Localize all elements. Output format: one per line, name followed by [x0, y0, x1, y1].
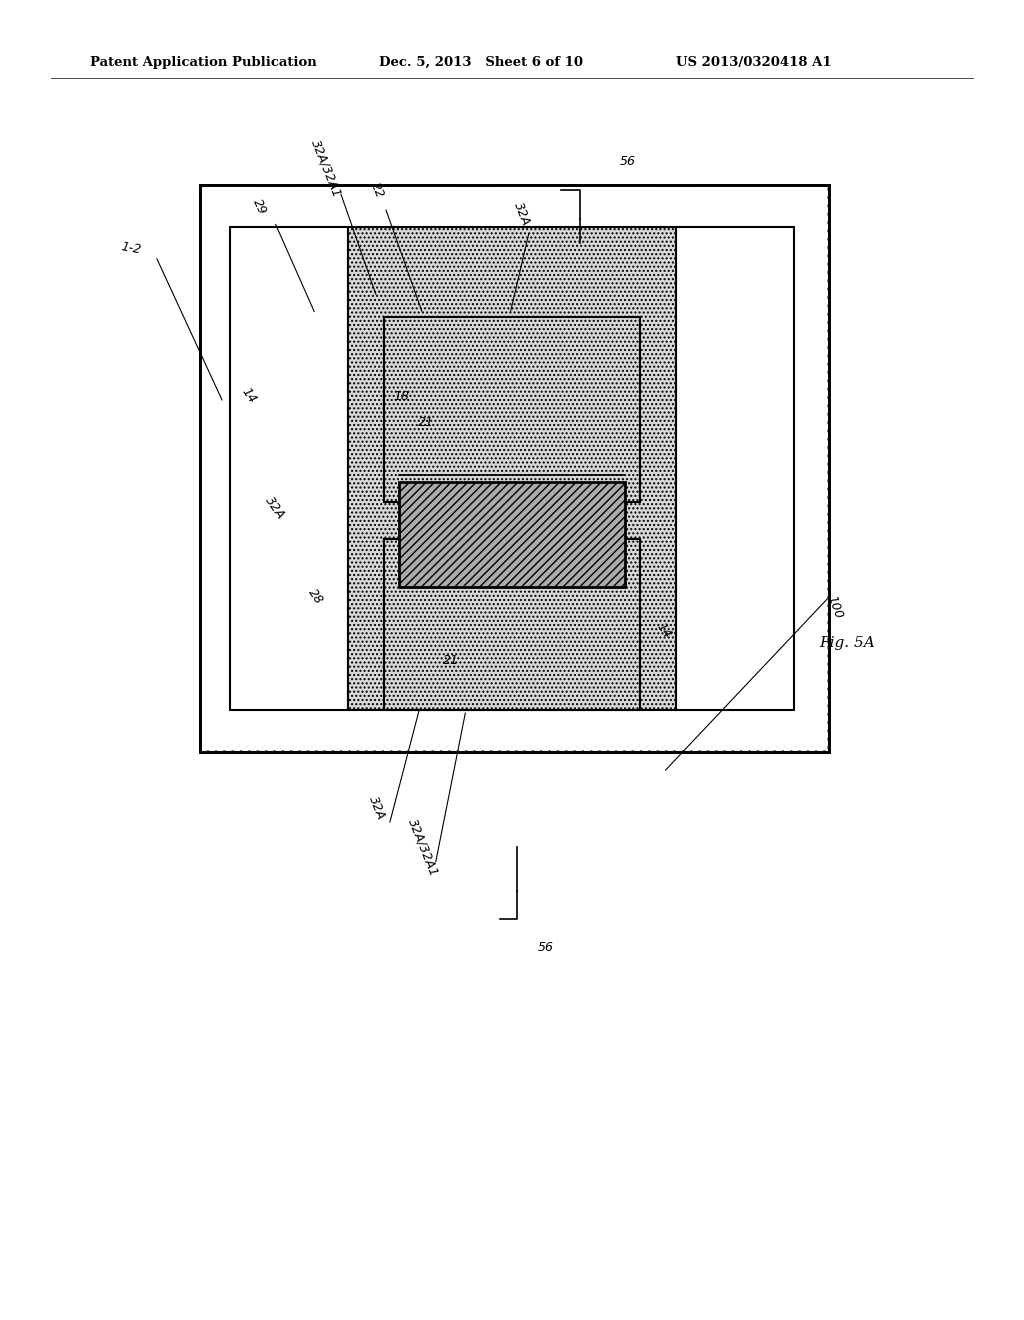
Bar: [399, 482, 625, 587]
Text: US 2013/0320418 A1: US 2013/0320418 A1: [676, 55, 831, 69]
Text: 56: 56: [620, 154, 636, 168]
Text: 32A: 32A: [367, 795, 387, 821]
Text: 32A/32A1: 32A/32A1: [308, 139, 343, 199]
Bar: [230, 227, 348, 710]
Text: 1-2: 1-2: [120, 240, 142, 256]
Text: Fig. 5A: Fig. 5A: [819, 636, 874, 649]
Text: 14: 14: [653, 620, 674, 642]
Bar: [384, 539, 640, 710]
Text: 32A: 32A: [262, 495, 287, 521]
Text: 28: 28: [305, 586, 326, 607]
Text: 21: 21: [418, 416, 434, 429]
Bar: [200, 185, 829, 752]
Bar: [384, 317, 640, 502]
Text: 21: 21: [442, 653, 459, 667]
Text: Dec. 5, 2013   Sheet 6 of 10: Dec. 5, 2013 Sheet 6 of 10: [379, 55, 583, 69]
Text: Patent Application Publication: Patent Application Publication: [90, 55, 316, 69]
Text: 29: 29: [250, 197, 268, 218]
Bar: [348, 227, 676, 710]
Text: 32A/32A1: 32A/32A1: [406, 817, 440, 878]
Bar: [200, 185, 829, 752]
Text: 32A: 32A: [512, 201, 532, 227]
Text: 56: 56: [538, 941, 554, 954]
Bar: [202, 187, 827, 750]
Text: 100: 100: [824, 594, 845, 620]
Text: 14: 14: [239, 385, 259, 407]
Bar: [200, 185, 829, 752]
Text: 22: 22: [368, 181, 386, 199]
Bar: [676, 227, 794, 710]
Text: 18: 18: [393, 389, 410, 403]
